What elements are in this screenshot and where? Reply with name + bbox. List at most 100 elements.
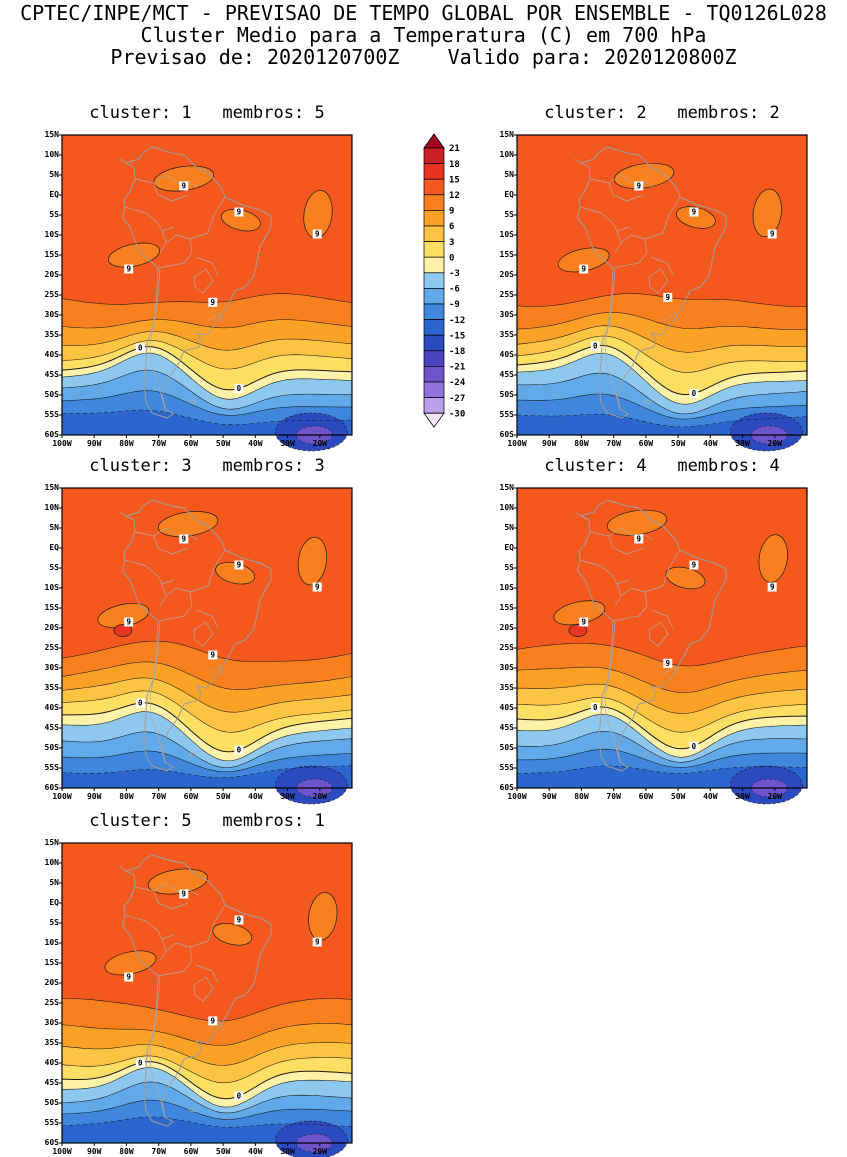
svg-text:-30: -30 [449,409,465,419]
lat-tick-label: 50S [44,743,59,752]
svg-text:9: 9 [666,659,671,668]
lon-tick-label: 100W [507,792,527,801]
lat-tick-label: 40S [44,350,59,359]
cluster-panel-4: cluster: 4 membros: 4 15N 10N 5N EQ 5S 10S 15S… [493,456,808,806]
svg-text:9: 9 [182,890,187,899]
lat-tick-label: 15S [499,250,514,259]
panel-title: cluster: 2 membros: 2 [544,103,780,123]
lat-tick-label: 15N [499,130,514,139]
svg-text:9: 9 [637,535,642,544]
lon-tick-label: 20W [312,792,327,801]
header-line-1: CPTEC/INPE/MCT - PREVISAO DE TEMPO GLOBA… [20,1,827,25]
svg-text:9: 9 [237,208,242,217]
lon-tick-label: 50W [215,792,231,801]
lat-tick-label: 15S [44,250,59,259]
lon-tick-label: 60W [183,439,199,448]
lat-tick-label: 50S [499,743,514,752]
lon-tick-label: 50W [670,439,686,448]
lon-tick-label: 70W [151,792,166,801]
lon-tick-label: 100W [52,792,72,801]
lon-tick-label: 20W [312,439,327,448]
lat-tick-label: 25S [44,290,59,299]
lat-tick-label: 35S [44,1038,59,1047]
lat-tick-label: 20S [44,978,59,987]
contour-labels: 9 9 9 9 9 0 0 [579,534,777,751]
lat-tick-label: 60S [499,783,514,792]
svg-text:9: 9 [126,973,131,982]
lat-tick-label: EQ [49,543,59,552]
svg-text:9: 9 [692,561,697,570]
lat-tick-label: 15S [44,958,59,967]
lat-tick-label: 10N [499,150,514,159]
lat-tick-label: 10N [499,503,514,512]
lat-tick-label: 35S [499,330,514,339]
lat-tick-label: 10N [44,858,59,867]
lat-axis: 15N 10N 5N EQ 5S 10S 15S 20S 25S 30S 35S 40S 45S 50S 5… [38,131,60,439]
lat-tick-label: 35S [44,683,59,692]
map-frame [516,487,808,789]
svg-text:9: 9 [211,298,216,307]
svg-text:-6: -6 [449,285,460,295]
lat-tick-label: 30S [499,310,514,319]
lon-tick-label: 20W [767,439,782,448]
lon-tick-label: 60W [638,792,654,801]
lon-axis: 100W 90W 80W 70W 60W 50W 40W 30W 20W [52,790,352,804]
svg-text:-27: -27 [449,394,465,404]
lat-tick-label: 45S [44,1078,59,1087]
svg-text:-9: -9 [449,300,460,310]
svg-text:0: 0 [593,342,598,351]
lon-tick-label: 70W [606,792,621,801]
panel-title: cluster: 1 membros: 5 [89,103,325,123]
lon-axis: 100W 90W 80W 70W 60W 50W 40W 30W 20W [507,437,807,451]
svg-text:9: 9 [237,561,242,570]
temperature-map: 9 9 9 9 9 0 0 [59,134,353,452]
lat-tick-label: 5S [49,210,59,219]
lat-tick-label: 30S [44,663,59,672]
lat-tick-label: 10N [44,150,59,159]
lon-tick-label: 20W [312,1147,327,1156]
svg-text:9: 9 [770,230,775,239]
temperature-field [517,488,807,805]
svg-text:-15: -15 [449,331,465,341]
coastline [574,146,727,419]
lon-tick-label: 30W [280,1147,295,1156]
svg-text:0: 0 [237,1092,242,1101]
lat-tick-label: 25S [499,643,514,652]
lon-tick-label: 40W [248,1147,263,1156]
lat-tick-label: 40S [44,1058,59,1067]
svg-text:9: 9 [211,651,216,660]
lat-tick-label: 40S [499,703,514,712]
lat-tick-label: 55S [44,763,59,772]
lat-tick-label: 5N [504,170,514,179]
contour-lines [61,293,353,425]
contour-labels: 9 9 9 9 9 0 0 [124,889,322,1101]
svg-text:3: 3 [449,238,454,248]
lat-tick-label: 20S [44,623,59,632]
header-line-2: Cluster Medio para a Temperatura (C) em … [140,23,707,47]
svg-text:0: 0 [593,703,598,712]
lat-tick-label: 40S [499,350,514,359]
colorbar [423,133,445,428]
lon-axis: 100W 90W 80W 70W 60W 50W 40W 30W 20W [507,790,807,804]
svg-text:9: 9 [315,583,320,592]
lat-tick-label: 5S [504,210,514,219]
lon-tick-label: 50W [670,792,686,801]
contour-lines [61,640,353,778]
svg-text:0: 0 [138,344,143,353]
lat-tick-label: 45S [44,370,59,379]
lat-tick-label: 35S [499,683,514,692]
cluster-panel-1: cluster: 1 membros: 5 15N 10N 5N EQ 5S 10S 15S… [38,103,353,453]
svg-text:21: 21 [449,144,460,154]
map-frame [61,842,353,1144]
lat-tick-label: EQ [49,898,59,907]
lat-tick-label: 20S [44,270,59,279]
lat-tick-label: 10S [499,583,514,592]
lon-tick-label: 30W [735,792,750,801]
lat-tick-label: 15N [44,130,59,139]
coastline [119,854,272,1127]
lon-tick-label: 70W [151,1147,166,1156]
lon-tick-label: 90W [541,439,557,448]
svg-text:0: 0 [449,253,454,263]
lat-tick-label: 25S [44,643,59,652]
svg-text:0: 0 [138,1059,143,1068]
